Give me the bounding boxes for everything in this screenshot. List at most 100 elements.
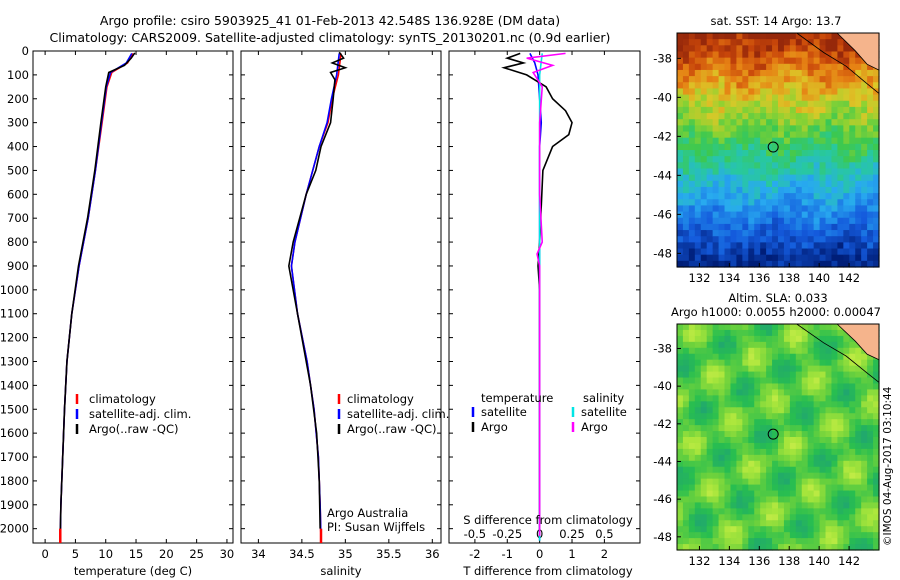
map-cell: [682, 193, 690, 200]
map-cell: [837, 223, 844, 231]
map-cell: [700, 69, 708, 77]
map-cell: [801, 413, 809, 420]
map-cell: [849, 193, 856, 200]
map-cell: [772, 419, 779, 426]
map-cell: [873, 150, 880, 157]
map-cell: [677, 324, 684, 331]
map-cell: [754, 82, 761, 90]
map-cell: [688, 88, 696, 96]
map-cell: [730, 425, 738, 432]
map-cell: [724, 223, 732, 231]
map-cell: [855, 490, 862, 498]
map-cell: [760, 69, 767, 77]
map-cell: [778, 106, 785, 114]
map-cell: [789, 119, 797, 126]
map-cell: [772, 63, 779, 71]
map-cell: [837, 460, 844, 468]
map-cell: [783, 324, 791, 331]
map-cell: [831, 538, 839, 545]
map-cell: [754, 106, 761, 114]
map-cell: [730, 460, 738, 468]
map-cell: [742, 335, 749, 343]
map-cell: [807, 407, 815, 414]
map-cell: [855, 425, 862, 432]
map-cell: [754, 496, 761, 504]
map-cell: [700, 242, 708, 250]
map-cell: [807, 113, 815, 120]
map-cell: [867, 484, 874, 492]
map-cell: [778, 193, 785, 200]
map-cell: [700, 383, 708, 391]
map-cell: [712, 353, 720, 361]
map-cell: [861, 419, 868, 426]
map-cell: [706, 448, 714, 456]
map-cell: [837, 514, 844, 521]
map-cell: [772, 69, 779, 77]
map-cell: [736, 254, 743, 262]
map-cell: [688, 106, 696, 114]
map-cell: [778, 205, 785, 213]
map-cell: [772, 431, 779, 438]
map-cell: [819, 137, 827, 145]
map-cell: [700, 419, 708, 426]
map-cell: [712, 69, 720, 77]
map-y-tick-label: -38: [653, 51, 672, 65]
map-cell: [700, 211, 708, 219]
map-cell: [736, 508, 743, 515]
map-cell: [831, 63, 839, 71]
map-cell: [789, 520, 797, 527]
map-cell: [742, 347, 749, 355]
map-cell: [837, 401, 844, 408]
map-cell: [843, 156, 850, 163]
map-cell: [742, 131, 749, 139]
map-cell: [873, 407, 880, 414]
map-cell: [837, 63, 844, 71]
map-cell: [873, 82, 880, 90]
map-cell: [706, 502, 714, 509]
map-cell: [855, 94, 862, 102]
map-cell: [825, 186, 833, 194]
map-cell: [772, 230, 779, 237]
map-cell: [855, 143, 862, 151]
imos-watermark: ©IMOS 04-Aug-2017 03:10:44: [882, 386, 894, 546]
map-cell: [861, 100, 868, 108]
map-cell: [724, 383, 732, 391]
temperature-legend: climatology satellite-adj. clim. Argo(..…: [75, 392, 191, 436]
map-cell: [783, 150, 791, 157]
map-cell: [801, 442, 809, 450]
map-cell: [849, 502, 856, 509]
map-cell: [837, 508, 844, 515]
map-cell: [736, 395, 743, 402]
map-cell: [813, 407, 821, 414]
map-cell: [760, 460, 767, 468]
map-cell: [783, 113, 791, 120]
map-cell: [760, 329, 767, 337]
map-cell: [849, 526, 856, 533]
map-cell: [706, 538, 714, 545]
map-cell: [867, 230, 874, 237]
map-cell: [873, 260, 880, 268]
map-cell: [807, 383, 815, 391]
map-cell: [718, 544, 726, 551]
map-cell: [688, 460, 696, 468]
map-cell: [736, 377, 743, 385]
map-cell: [825, 150, 833, 157]
map-cell: [754, 137, 761, 145]
map-cell: [795, 383, 803, 391]
map-cell: [843, 407, 850, 414]
map-cell: [688, 230, 696, 237]
map-cell: [736, 125, 743, 133]
map-cell: [783, 460, 791, 468]
map-cell: [742, 162, 749, 170]
map-cell: [766, 395, 773, 402]
map-cell: [837, 88, 844, 96]
s-tick-label: -0.5: [464, 527, 486, 541]
map-cell: [831, 57, 839, 65]
map-cell: [789, 341, 797, 349]
map-cell: [849, 131, 856, 139]
map-cell: [706, 407, 714, 414]
map-cell: [778, 33, 785, 40]
map-cell: [718, 460, 726, 468]
map-cell: [861, 454, 868, 462]
map-cell: [843, 76, 850, 83]
